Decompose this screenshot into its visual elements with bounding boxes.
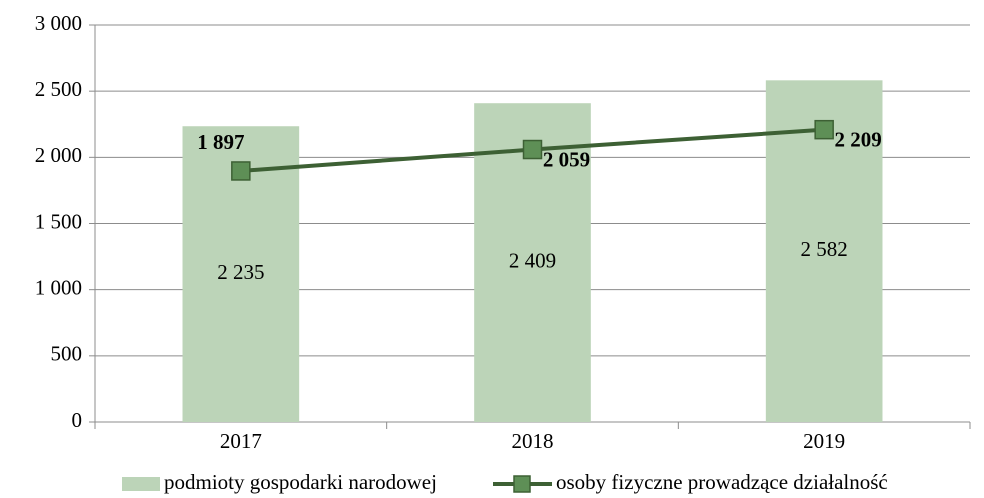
line-value-label: 1 897 (197, 130, 244, 154)
y-tick-label: 0 (72, 408, 83, 432)
x-tick-label: 2017 (220, 429, 262, 453)
x-tick-label: 2018 (512, 429, 554, 453)
bar-value-label: 2 235 (217, 260, 264, 284)
legend-label: osoby fizyczne prowadzące działalność (556, 470, 888, 494)
legend-label: podmioty gospodarki narodowej (164, 470, 437, 494)
line-value-label: 2 209 (835, 127, 882, 151)
legend-swatch (122, 477, 160, 491)
y-tick-label: 2 500 (35, 77, 82, 101)
line-value-label: 2 059 (543, 147, 590, 171)
x-tick-label: 2019 (803, 429, 845, 453)
y-tick-label: 500 (51, 342, 83, 366)
y-tick-label: 1 000 (35, 275, 82, 299)
y-tick-label: 2 000 (35, 143, 82, 167)
bar-value-label: 2 409 (509, 248, 556, 272)
bar-value-label: 2 582 (801, 237, 848, 261)
legend-marker (513, 475, 531, 493)
y-tick-label: 3 000 (35, 11, 82, 35)
marker (231, 161, 251, 181)
marker (814, 119, 834, 140)
marker (522, 139, 543, 160)
y-tick-label: 1 500 (35, 209, 82, 233)
